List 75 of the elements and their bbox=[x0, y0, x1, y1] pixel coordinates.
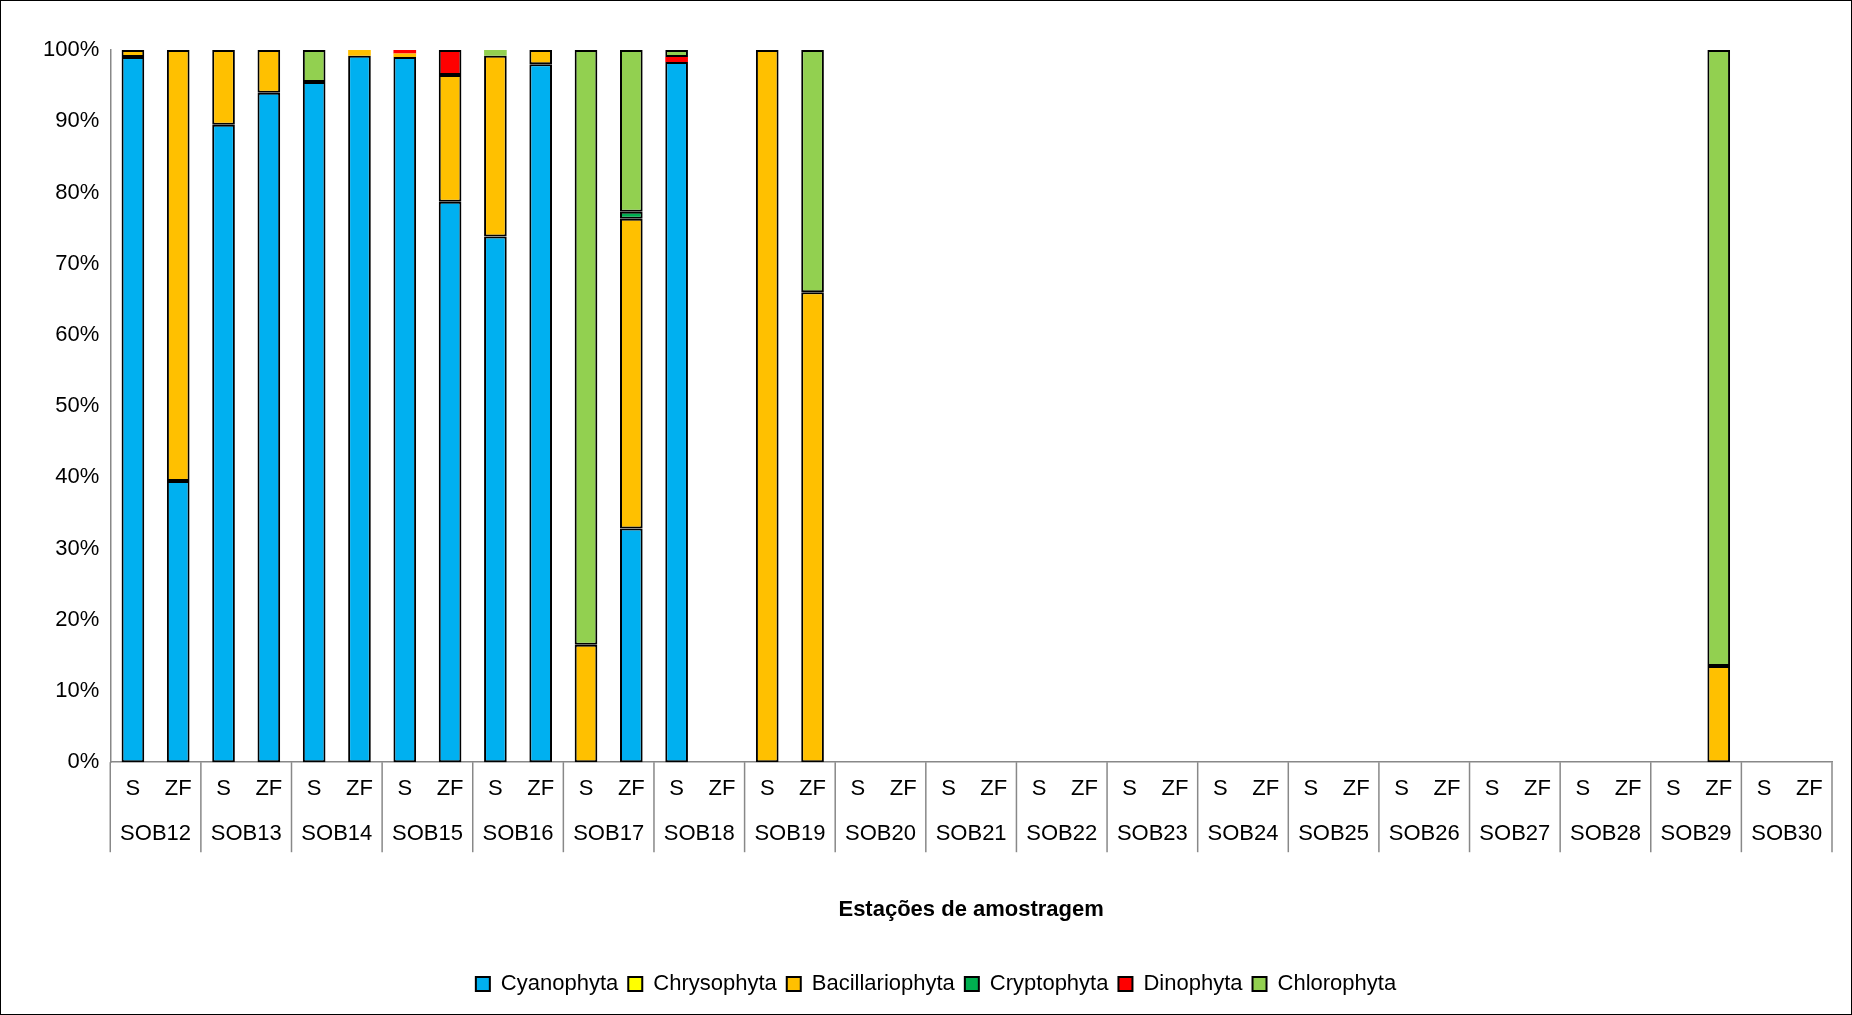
text: SOB14 bbox=[301, 820, 373, 846]
x-tick-label: ZF bbox=[1433, 775, 1461, 801]
text: SOB26 bbox=[1388, 820, 1460, 846]
x-tick-label: S bbox=[1031, 775, 1047, 801]
text: SOB23 bbox=[1116, 820, 1188, 846]
text: SOB18 bbox=[663, 820, 735, 846]
y-tick-label: 0% bbox=[67, 748, 100, 774]
x-tick-label: ZF bbox=[1795, 775, 1823, 801]
text: SOB22 bbox=[1026, 820, 1098, 846]
x-tick-label: S bbox=[1394, 775, 1409, 801]
x-tick-label: ZF bbox=[617, 775, 645, 801]
y-tick-label: 10% bbox=[55, 677, 100, 703]
x-tick-label: S bbox=[669, 775, 684, 801]
x-tick-label: ZF bbox=[799, 775, 826, 801]
x-tick-label: ZF bbox=[255, 775, 283, 801]
x-tick-label: ZF bbox=[1342, 775, 1370, 801]
x-tick-label: S bbox=[1122, 775, 1138, 801]
y-tick-label: 80% bbox=[55, 178, 100, 204]
text: SOB20 bbox=[845, 820, 916, 846]
legend-label: Cyanophyta bbox=[500, 970, 620, 996]
x-tick-label: S bbox=[306, 775, 322, 801]
x-tick-label: ZF bbox=[346, 775, 373, 801]
y-tick-label: 40% bbox=[55, 463, 100, 489]
y-tick-label: 30% bbox=[55, 534, 100, 560]
legend-label: Cryptophyta bbox=[989, 970, 1110, 996]
text: SOB16 bbox=[482, 820, 554, 846]
x-tick-label: S bbox=[397, 775, 413, 801]
text: SOB30 bbox=[1751, 820, 1823, 846]
x-tick-label: S bbox=[1303, 775, 1319, 801]
text: SOB19 bbox=[754, 820, 826, 846]
legend-label: Chrysophyta bbox=[653, 970, 778, 996]
x-tick-label: ZF bbox=[527, 775, 555, 801]
x-tick-label: S bbox=[850, 775, 866, 801]
x-tick-label: S bbox=[941, 775, 956, 801]
y-tick-label: 70% bbox=[55, 249, 100, 275]
text: SOB27 bbox=[1479, 820, 1551, 846]
x-tick-label: S bbox=[1575, 775, 1591, 801]
y-tick-label: 90% bbox=[55, 107, 100, 133]
x-tick-label: S bbox=[1484, 775, 1500, 801]
text: SOB28 bbox=[1569, 820, 1641, 846]
text: SOB29 bbox=[1660, 820, 1732, 846]
x-tick-label: ZF bbox=[980, 775, 1008, 801]
x-tick-label: S bbox=[759, 775, 775, 801]
x-tick-label: S bbox=[1666, 775, 1681, 801]
x-tick-label: ZF bbox=[436, 775, 464, 801]
y-tick-label: 20% bbox=[55, 605, 100, 631]
x-tick-label: S bbox=[488, 775, 503, 801]
text: SOB17 bbox=[573, 820, 645, 846]
x-tick-label: S bbox=[1212, 775, 1228, 801]
legend-label: Chlorophyta bbox=[1277, 970, 1397, 996]
legend-label: Dinophyta bbox=[1143, 970, 1244, 996]
x-tick-label: S bbox=[1756, 775, 1772, 801]
x-tick-label: S bbox=[125, 775, 141, 801]
text: SOB12 bbox=[120, 820, 192, 846]
x-tick-label: ZF bbox=[1524, 775, 1551, 801]
text: SOB13 bbox=[210, 820, 282, 846]
text: SOB15 bbox=[391, 820, 463, 846]
x-axis-title: Estações de amostragem bbox=[838, 895, 1104, 921]
text: SOB25 bbox=[1298, 820, 1370, 846]
text: SOB24 bbox=[1207, 820, 1279, 846]
x-tick-label: ZF bbox=[708, 775, 736, 801]
y-tick-label: 100% bbox=[42, 36, 100, 62]
x-tick-label: ZF bbox=[1614, 775, 1642, 801]
x-tick-label: ZF bbox=[1252, 775, 1280, 801]
x-tick-label: ZF bbox=[164, 775, 192, 801]
legend-label: Bacillariophyta bbox=[811, 970, 956, 996]
x-tick-label: S bbox=[578, 775, 594, 801]
x-tick-label: ZF bbox=[1070, 775, 1098, 801]
text: SOB21 bbox=[935, 820, 1007, 846]
x-tick-label: S bbox=[216, 775, 231, 801]
x-tick-label: ZF bbox=[889, 775, 917, 801]
x-tick-label: ZF bbox=[1705, 775, 1733, 801]
y-tick-label: 50% bbox=[55, 392, 100, 418]
y-tick-label: 60% bbox=[55, 320, 100, 346]
x-tick-label: ZF bbox=[1161, 775, 1189, 801]
